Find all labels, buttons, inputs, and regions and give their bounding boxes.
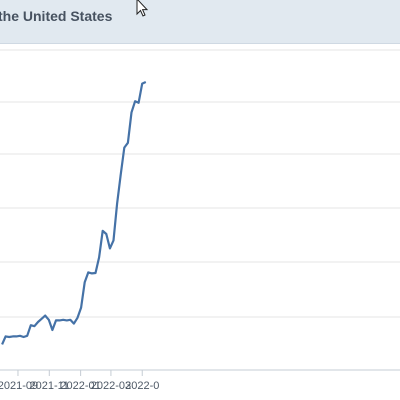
- data-point: [0, 342, 4, 346]
- data-point: [101, 229, 105, 233]
- data-point: [43, 314, 47, 318]
- x-tick-label: 2021-09: [0, 380, 38, 392]
- data-point: [68, 318, 72, 322]
- data-point: [4, 334, 8, 338]
- data-point: [7, 335, 11, 339]
- data-point: [83, 280, 87, 284]
- data-point: [112, 238, 116, 242]
- data-point: [47, 318, 51, 322]
- chart-title: the United States: [0, 8, 113, 24]
- data-point: [36, 320, 40, 324]
- data-point: [140, 82, 144, 86]
- data-point: [50, 328, 54, 332]
- data-point: [14, 334, 18, 338]
- x-tick-label: 2021-11: [30, 380, 70, 392]
- data-point: [108, 246, 112, 250]
- data-point: [122, 146, 126, 150]
- data-point: [126, 141, 130, 145]
- x-tick-label: 2022-03: [91, 380, 131, 392]
- data-point: [40, 317, 44, 321]
- gridlines: [0, 49, 400, 318]
- data-point: [61, 318, 65, 322]
- data-point: [86, 270, 90, 274]
- data-point: [11, 334, 15, 338]
- data-point: [65, 318, 69, 322]
- data-point: [97, 255, 101, 259]
- data-point: [115, 202, 119, 206]
- data-point: [79, 306, 83, 310]
- x-tick-label: 2022-01: [60, 380, 100, 392]
- chart-title-bar: the United States: [0, 0, 400, 44]
- data-point: [72, 322, 76, 326]
- data-point: [137, 101, 141, 105]
- data-points: [0, 80, 148, 346]
- mouse-cursor-icon: [136, 0, 149, 17]
- data-point: [18, 334, 22, 338]
- data-point: [32, 324, 36, 328]
- x-tick-label: 2022-0: [125, 380, 159, 392]
- data-point: [104, 232, 108, 236]
- data-point: [144, 80, 148, 84]
- data-point: [130, 110, 134, 114]
- data-point: [29, 323, 33, 327]
- data-point: [54, 318, 58, 322]
- series-line: [1, 80, 147, 345]
- data-point: [22, 335, 26, 339]
- data-point: [119, 173, 123, 177]
- data-point: [76, 316, 80, 320]
- data-point: [94, 271, 98, 275]
- data-point: [58, 318, 62, 322]
- data-point: [25, 334, 29, 338]
- data-point: [90, 271, 94, 275]
- data-point: [133, 99, 137, 103]
